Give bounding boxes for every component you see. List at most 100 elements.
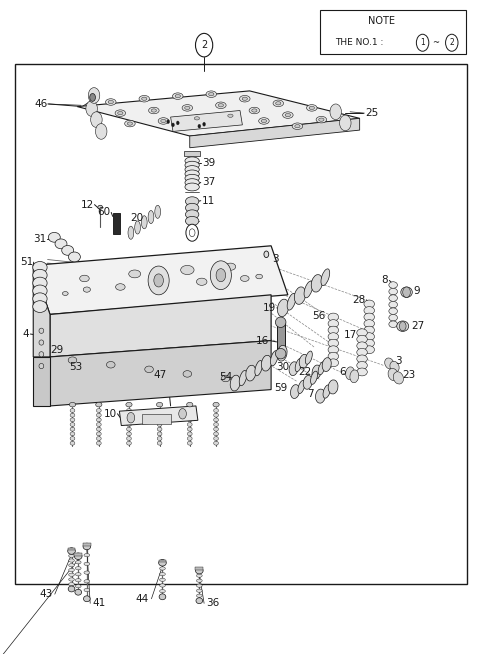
Circle shape <box>90 94 96 102</box>
Ellipse shape <box>328 313 338 321</box>
Ellipse shape <box>69 252 80 262</box>
Ellipse shape <box>69 582 74 586</box>
Ellipse shape <box>389 321 397 328</box>
Text: 11: 11 <box>202 196 215 206</box>
Ellipse shape <box>214 432 218 436</box>
Ellipse shape <box>328 380 338 394</box>
Ellipse shape <box>106 99 116 105</box>
Polygon shape <box>120 406 198 426</box>
Ellipse shape <box>388 368 398 381</box>
Ellipse shape <box>33 301 47 312</box>
Text: 53: 53 <box>69 362 82 372</box>
Ellipse shape <box>389 288 397 295</box>
Ellipse shape <box>384 358 394 369</box>
Ellipse shape <box>126 402 132 407</box>
Ellipse shape <box>75 584 81 588</box>
Ellipse shape <box>294 287 306 305</box>
Ellipse shape <box>187 441 192 445</box>
Ellipse shape <box>127 413 132 417</box>
Ellipse shape <box>328 339 338 347</box>
Polygon shape <box>33 265 50 357</box>
Ellipse shape <box>157 427 162 431</box>
Ellipse shape <box>96 413 101 417</box>
Text: 23: 23 <box>403 369 416 379</box>
Ellipse shape <box>218 103 224 107</box>
Bar <box>15 64 468 584</box>
Ellipse shape <box>70 437 75 440</box>
Ellipse shape <box>357 348 367 356</box>
Ellipse shape <box>127 427 132 431</box>
Ellipse shape <box>401 287 412 297</box>
Ellipse shape <box>264 251 269 257</box>
Ellipse shape <box>307 105 317 111</box>
Ellipse shape <box>48 233 60 242</box>
Ellipse shape <box>159 594 166 600</box>
Ellipse shape <box>182 105 192 111</box>
Ellipse shape <box>33 293 47 305</box>
Ellipse shape <box>69 554 74 557</box>
Text: 41: 41 <box>93 598 106 608</box>
Ellipse shape <box>69 563 74 567</box>
Text: 31: 31 <box>33 234 46 244</box>
Ellipse shape <box>33 277 47 289</box>
Ellipse shape <box>187 409 192 413</box>
Ellipse shape <box>328 359 338 367</box>
Ellipse shape <box>196 599 202 603</box>
Ellipse shape <box>68 548 75 554</box>
Ellipse shape <box>270 350 278 365</box>
Ellipse shape <box>357 368 367 376</box>
Text: 28: 28 <box>352 295 365 305</box>
Ellipse shape <box>70 427 75 431</box>
Ellipse shape <box>225 263 236 271</box>
Ellipse shape <box>127 122 132 125</box>
Bar <box>68 548 75 550</box>
Circle shape <box>171 123 174 127</box>
Ellipse shape <box>228 114 233 117</box>
Ellipse shape <box>84 596 90 602</box>
Ellipse shape <box>273 100 284 107</box>
Ellipse shape <box>397 321 408 331</box>
Ellipse shape <box>127 418 132 422</box>
Text: THE NO.1 :: THE NO.1 : <box>335 38 384 47</box>
Text: 56: 56 <box>312 310 325 321</box>
Ellipse shape <box>80 275 89 282</box>
Ellipse shape <box>214 427 218 431</box>
Text: 7: 7 <box>308 389 314 399</box>
Ellipse shape <box>328 346 338 354</box>
Circle shape <box>216 269 226 282</box>
Bar <box>113 213 120 234</box>
Ellipse shape <box>185 179 199 187</box>
Ellipse shape <box>62 246 74 255</box>
Ellipse shape <box>187 432 192 436</box>
Ellipse shape <box>209 92 214 96</box>
Polygon shape <box>33 357 50 406</box>
Ellipse shape <box>187 418 192 422</box>
Ellipse shape <box>311 371 318 384</box>
Ellipse shape <box>206 91 216 98</box>
Ellipse shape <box>96 409 101 413</box>
Ellipse shape <box>84 580 90 583</box>
Text: 3: 3 <box>396 356 402 367</box>
Text: NOTE: NOTE <box>368 16 395 26</box>
Ellipse shape <box>364 300 374 308</box>
Ellipse shape <box>127 422 132 426</box>
Text: 25: 25 <box>365 108 379 118</box>
Ellipse shape <box>157 437 162 440</box>
Ellipse shape <box>321 269 330 286</box>
Ellipse shape <box>192 115 202 122</box>
Ellipse shape <box>139 96 150 102</box>
Ellipse shape <box>70 441 75 445</box>
Ellipse shape <box>299 354 308 368</box>
Ellipse shape <box>96 418 101 422</box>
Text: 60: 60 <box>97 208 111 217</box>
Ellipse shape <box>84 597 90 601</box>
Circle shape <box>127 413 135 423</box>
Ellipse shape <box>33 269 47 281</box>
Ellipse shape <box>145 366 154 373</box>
Ellipse shape <box>287 293 296 310</box>
Ellipse shape <box>33 261 47 273</box>
Ellipse shape <box>70 418 75 422</box>
Circle shape <box>148 266 169 295</box>
Ellipse shape <box>304 281 313 298</box>
Ellipse shape <box>39 352 44 357</box>
